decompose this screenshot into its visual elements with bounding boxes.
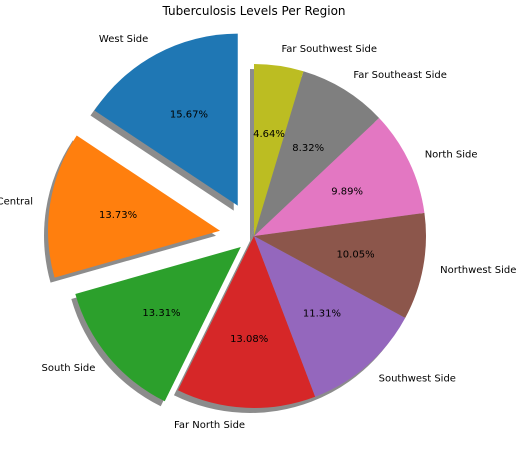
slice-label-south-side: South Side — [42, 363, 96, 374]
slice-percent-central: 13.73% — [99, 210, 137, 221]
slice-percent-far-north-side: 13.08% — [230, 334, 268, 345]
slice-label-west-side: West Side — [99, 34, 148, 45]
chart-title: Tuberculosis Levels Per Region — [161, 4, 345, 18]
slice-far-north-side — [177, 236, 316, 408]
slice-central — [48, 135, 221, 278]
slice-percent-south-side: 13.31% — [142, 308, 180, 319]
slice-percent-north-side: 9.89% — [331, 187, 363, 198]
slice-labels: West Side 15.67% Central 13.73% South Side 13… — [0, 34, 516, 431]
slice-percent-west-side: 15.67% — [170, 110, 208, 121]
slice-far-southwest-side — [254, 64, 304, 236]
slice-percent-southwest-side: 11.31% — [303, 309, 341, 320]
slice-northwest-side — [254, 212, 426, 318]
slice-label-far-southwest-side: Far Southwest Side — [281, 44, 377, 55]
slice-south-side — [75, 247, 241, 402]
slice-north-side — [254, 117, 425, 236]
slice-percent-far-southwest-side: 4.64% — [253, 129, 285, 140]
slice-label-central: Central — [0, 197, 33, 208]
slice-label-north-side: North Side — [425, 149, 478, 160]
slice-label-southwest-side: Southwest Side — [379, 373, 456, 384]
slice-percent-northwest-side: 10.05% — [336, 250, 374, 261]
slice-percent-far-southeast-side: 8.32% — [292, 143, 324, 154]
pie-slices — [48, 33, 426, 408]
slice-far-southeast-side — [254, 71, 380, 236]
slice-west-side — [94, 33, 238, 206]
slice-label-far-north-side: Far North Side — [174, 420, 245, 431]
slice-label-far-southeast-side: Far Southeast Side — [353, 70, 447, 81]
slice-southwest-side — [254, 236, 406, 397]
slice-label-northwest-side: Northwest Side — [440, 265, 516, 276]
